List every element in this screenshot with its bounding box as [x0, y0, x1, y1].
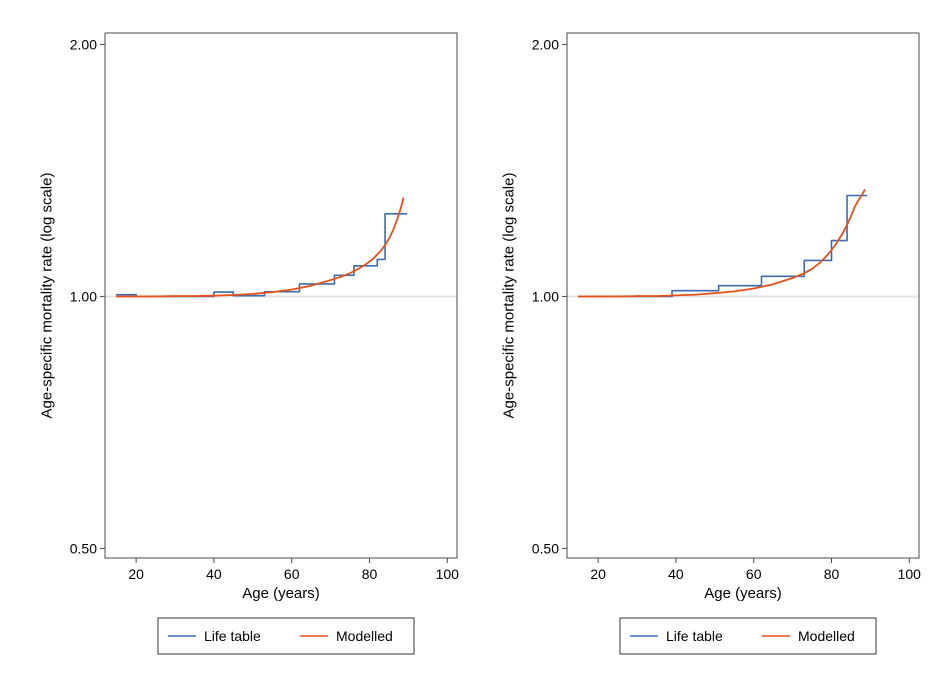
x-axis-title: Age (years)	[242, 585, 320, 602]
y-tick-label: 1.00	[70, 288, 97, 304]
x-tick-label: 80	[362, 566, 378, 582]
y-tick-label: 2.00	[532, 36, 559, 52]
x-tick-label: 60	[746, 566, 762, 582]
y-axis-title: Age-specific mortality rate (log scale)	[38, 173, 55, 419]
legend-box	[619, 617, 877, 655]
modelled-line	[115, 197, 405, 298]
x-tick-label: 20	[128, 566, 144, 582]
modelled-line	[577, 189, 866, 298]
legend-label: Modelled	[798, 628, 855, 644]
legend-label: Life table	[666, 628, 723, 644]
y-tick-label: 1.00	[532, 288, 559, 304]
x-tick-label: 20	[590, 566, 606, 582]
legend-box	[157, 617, 415, 655]
x-tick-label: 40	[206, 566, 222, 582]
mortality-chart-left: 2.00 1.00 0.50 20 40 60 80 100 Age (years) Age-sp…	[38, 32, 460, 655]
life-table-line	[115, 213, 408, 298]
mortality-chart-right: 2.00 1.00 0.50 20 40 60 80 100 Age (years) Age-sp…	[500, 32, 922, 655]
x-axis-title: Age (years)	[704, 585, 782, 602]
x-tick-label: 60	[284, 566, 300, 582]
chart-panel-right: 2.00 1.00 0.50 20 40 60 80 100 Age (years) Age-sp…	[462, 0, 952, 693]
plot-frame	[566, 32, 920, 559]
legend-label: Life table	[204, 628, 261, 644]
y-axis-title: Age-specific mortality rate (log scale)	[500, 173, 517, 419]
x-tick-label: 100	[436, 566, 460, 582]
plot-frame	[104, 32, 458, 559]
legend-label: Modelled	[336, 628, 393, 644]
chart-panel-left: 2.00 1.00 0.50 20 40 60 80 100 Age (years) Age-sp…	[38, 32, 460, 655]
y-tick-label: 0.50	[532, 540, 559, 556]
x-tick-label: 100	[898, 566, 922, 582]
x-tick-label: 40	[668, 566, 684, 582]
y-tick-label: 2.00	[70, 36, 97, 52]
x-tick-label: 80	[824, 566, 840, 582]
y-tick-label: 0.50	[70, 540, 97, 556]
life-table-line	[577, 194, 868, 298]
